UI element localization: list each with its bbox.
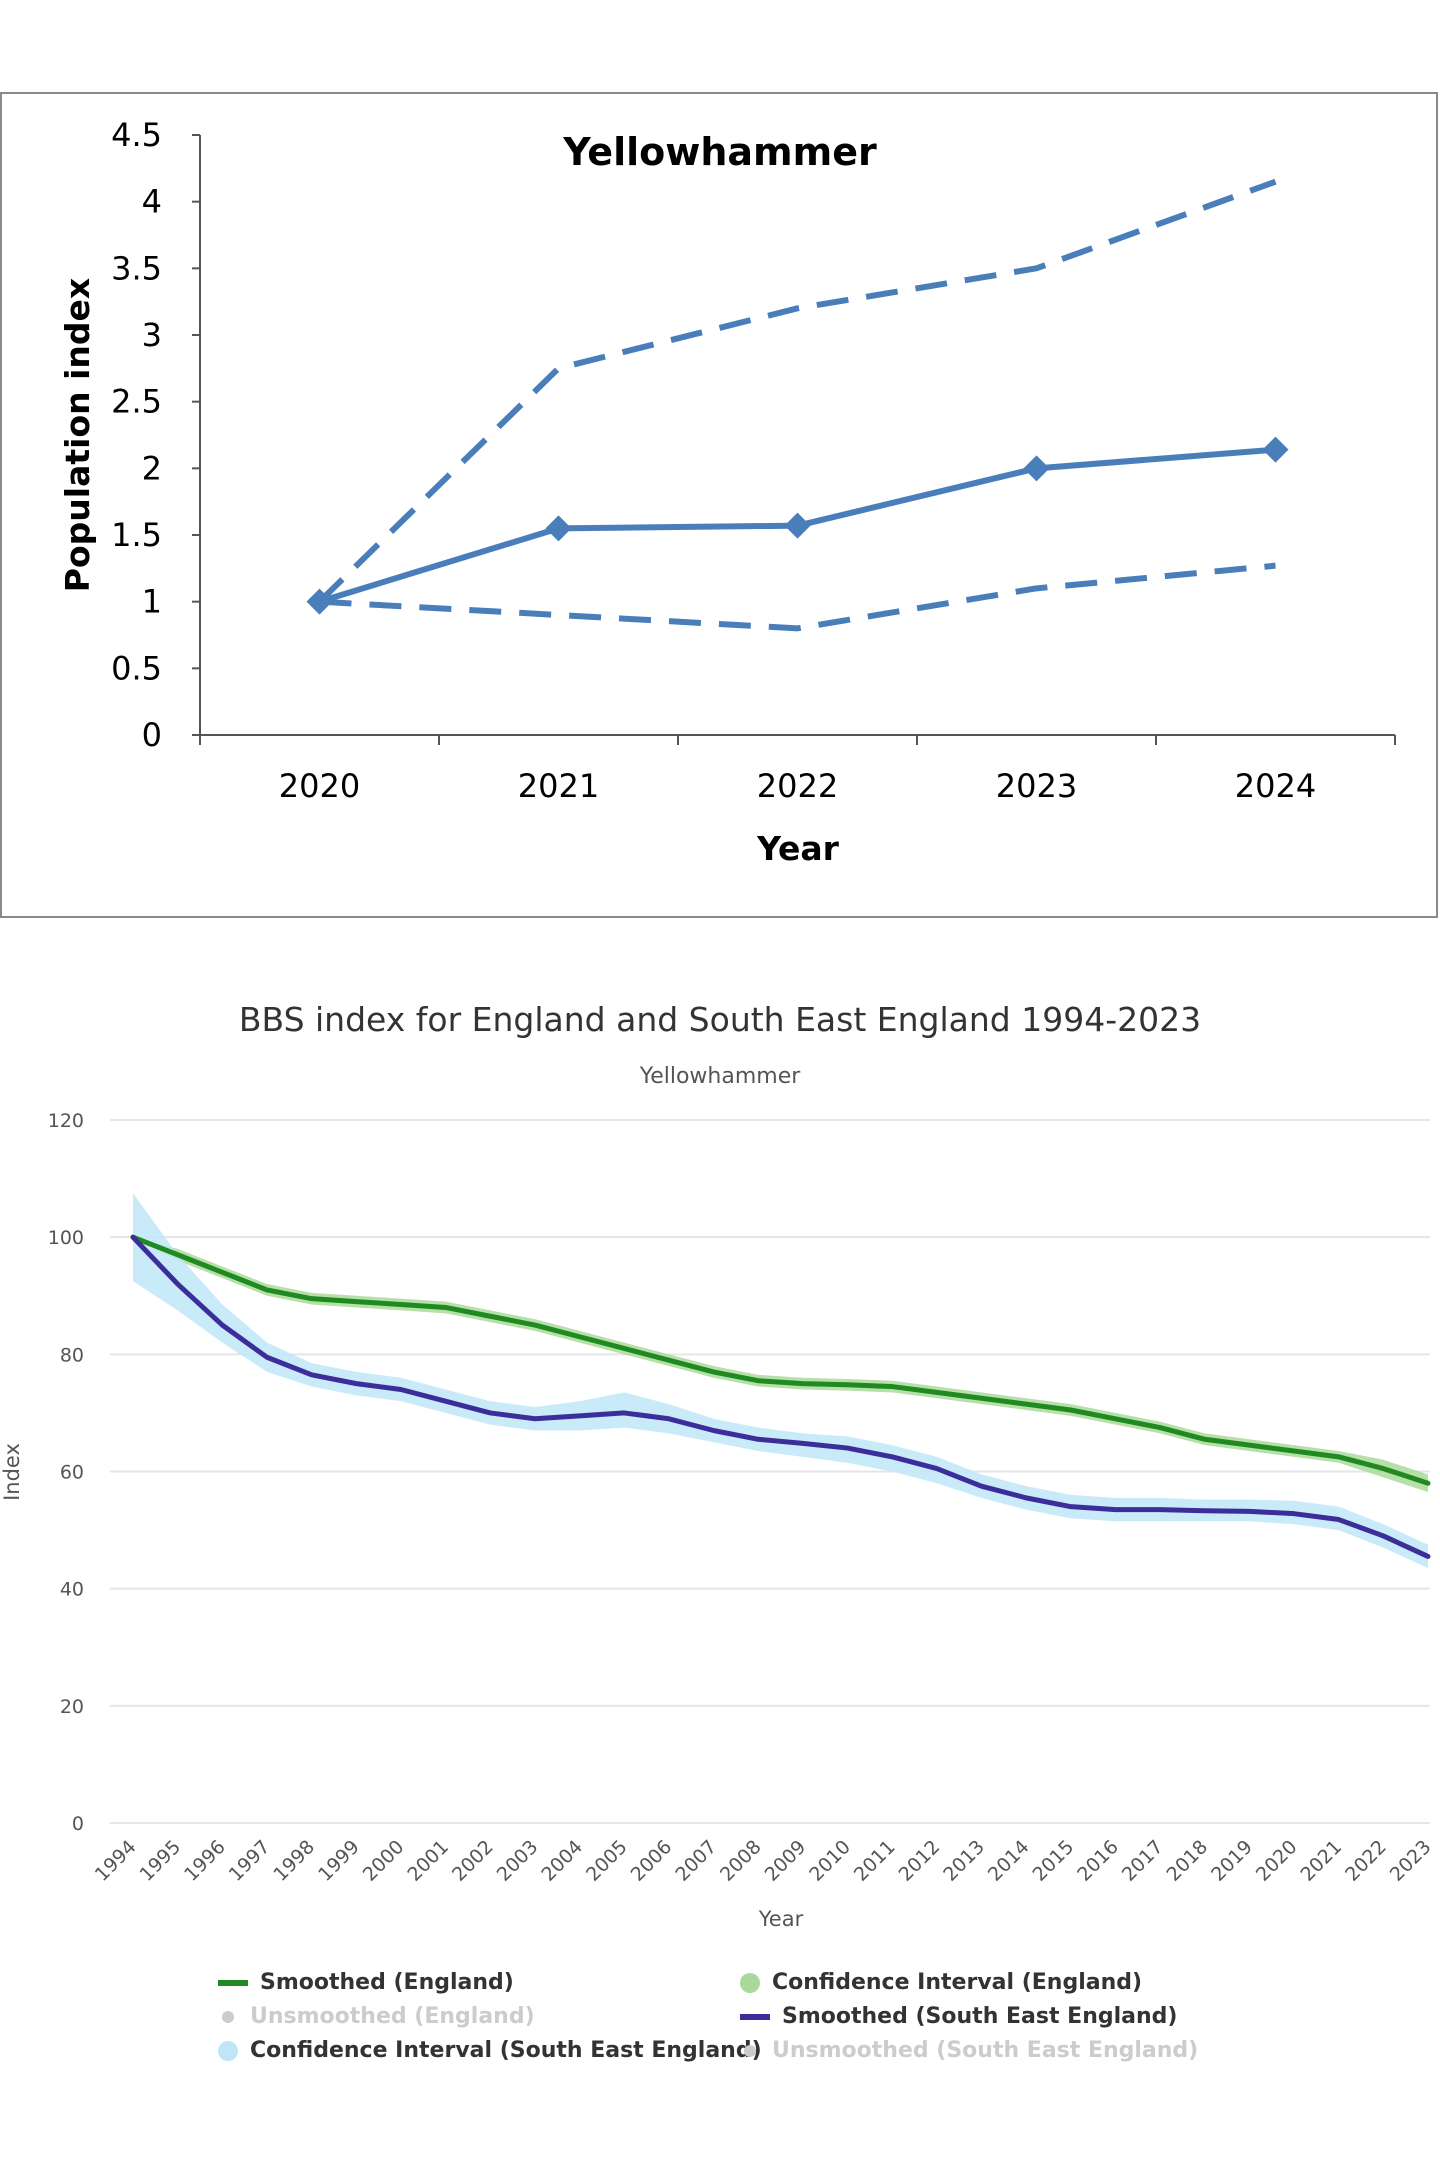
legend-dot-icon bbox=[218, 2040, 238, 2061]
ci-band-south-east-england bbox=[133, 1193, 1428, 1569]
x-tick-label: 2008 bbox=[716, 1836, 766, 1886]
x-tick-label: 1999 bbox=[314, 1836, 364, 1886]
chart1-frame bbox=[0, 92, 1438, 918]
legend-label: Confidence Interval (England) bbox=[772, 1970, 1143, 1995]
legend-item-ci-se[interactable]: Confidence Interval (South East England) bbox=[218, 2038, 762, 2063]
data-point-diamond bbox=[784, 512, 811, 539]
x-tick-label: 2022 bbox=[757, 767, 838, 805]
x-tick-label: 1996 bbox=[180, 1836, 230, 1886]
x-tick-label: 2021 bbox=[1296, 1836, 1346, 1886]
legend-item-unsmoothed-england[interactable]: Unsmoothed (England) bbox=[218, 2004, 535, 2029]
legend-label: Confidence Interval (South East England) bbox=[250, 2038, 762, 2063]
series-line-lower-confidence-limit bbox=[319, 562, 1276, 632]
y-axis-title: Index bbox=[0, 1443, 24, 1501]
x-tick-label: 2009 bbox=[761, 1836, 811, 1886]
y-tick-label: 20 bbox=[60, 1696, 84, 1718]
x-tick-label: 2000 bbox=[359, 1836, 409, 1886]
y-tick-label: 0 bbox=[72, 1813, 84, 1835]
legend-label: Unsmoothed (South East England) bbox=[772, 2038, 1199, 2063]
x-tick-label: 1998 bbox=[269, 1836, 319, 1886]
x-tick-label: 2003 bbox=[493, 1836, 543, 1886]
legend-line-icon bbox=[740, 2013, 770, 2020]
x-tick-label: 1995 bbox=[135, 1836, 185, 1886]
legend-item-smoothed-se[interactable]: Smoothed (South East England) bbox=[740, 2004, 1177, 2029]
y-tick-label: 120 bbox=[48, 1110, 84, 1132]
x-tick-label: 2005 bbox=[582, 1836, 632, 1886]
legend-item-ci-england[interactable]: Confidence Interval (England) bbox=[740, 1970, 1142, 1995]
x-axis-title: Year bbox=[758, 1907, 804, 1931]
x-tick-label: 2002 bbox=[448, 1836, 498, 1886]
x-tick-label: 2019 bbox=[1207, 1836, 1257, 1886]
x-tick-label: 2020 bbox=[279, 767, 360, 805]
x-tick-label: 2001 bbox=[403, 1836, 453, 1886]
series-line-smoothed-england bbox=[130, 1234, 1431, 1486]
y-tick-label: 3.5 bbox=[111, 249, 162, 287]
y-tick-label: 2.5 bbox=[111, 383, 162, 421]
series-line-upper-confidence-limit bbox=[317, 178, 1277, 604]
data-point-diamond bbox=[545, 515, 572, 542]
data-point-diamond bbox=[1023, 455, 1050, 482]
legend-dot-icon bbox=[222, 2010, 234, 2023]
x-tick-label: 2015 bbox=[1029, 1836, 1079, 1886]
x-tick-label: 2018 bbox=[1163, 1836, 1213, 1886]
legend-dot-icon bbox=[744, 2044, 756, 2057]
y-tick-label: 40 bbox=[60, 1579, 84, 1601]
x-tick-label: 2023 bbox=[996, 767, 1077, 805]
legend-dot-icon bbox=[740, 1972, 760, 1993]
y-tick-label: 1.5 bbox=[111, 516, 162, 554]
x-tick-label: 2011 bbox=[850, 1836, 900, 1886]
y-tick-label: 0 bbox=[142, 716, 162, 754]
legend-item-unsmoothed-se[interactable]: Unsmoothed (South East England) bbox=[740, 2038, 1198, 2063]
x-tick-label: 2014 bbox=[984, 1836, 1034, 1886]
x-tick-label: 2024 bbox=[1235, 767, 1316, 805]
y-tick-label: 4.5 bbox=[111, 116, 162, 154]
chart1-title: Yellowhammer bbox=[562, 130, 877, 174]
chart1-svg: 0 0.5 1 1.5 2 2.5 3 3.5 4 4.5 2020 2021 2022 2023 2024… bbox=[58, 116, 1396, 868]
legend-line-icon bbox=[218, 1979, 248, 1986]
x-tick-label: 2012 bbox=[895, 1836, 945, 1886]
x-tick-label: 2016 bbox=[1073, 1836, 1123, 1886]
legend-label: Smoothed (England) bbox=[260, 1970, 514, 1995]
x-tick-label: 2007 bbox=[671, 1836, 721, 1886]
chart2-title: BBS index for England and South East Eng… bbox=[239, 1000, 1201, 1039]
x-tick-label: 2022 bbox=[1341, 1836, 1391, 1886]
x-tick-label: 1994 bbox=[91, 1836, 141, 1886]
x-tick-label: 2023 bbox=[1386, 1836, 1436, 1886]
x-tick-label: 2021 bbox=[518, 767, 599, 805]
x-tick-label: 2004 bbox=[537, 1836, 587, 1886]
chart2-subtitle: Yellowhammer bbox=[639, 1064, 802, 1089]
x-tick-label: 2010 bbox=[805, 1836, 855, 1886]
y-tick-label: 0.5 bbox=[111, 649, 162, 687]
series-line-smoothed-south-east-england bbox=[130, 1234, 1431, 1559]
y-axis-title: Population index bbox=[58, 278, 97, 592]
y-tick-label: 100 bbox=[48, 1227, 84, 1249]
legend-label: Unsmoothed (England) bbox=[250, 2004, 535, 2029]
x-tick-label: 2013 bbox=[939, 1836, 989, 1886]
y-tick-label: 60 bbox=[60, 1462, 84, 1484]
y-tick-label: 1 bbox=[142, 583, 162, 621]
x-tick-label: 2006 bbox=[627, 1836, 677, 1886]
legend-item-smoothed-england[interactable]: Smoothed (England) bbox=[218, 1970, 514, 1995]
y-tick-label: 80 bbox=[60, 1344, 84, 1366]
x-tick-label: 2017 bbox=[1118, 1836, 1168, 1886]
y-tick-label: 2 bbox=[142, 449, 162, 487]
legend-label: Smoothed (South East England) bbox=[782, 2004, 1178, 2029]
x-axis-title: Year bbox=[756, 829, 840, 868]
y-tick-label: 4 bbox=[142, 183, 162, 221]
data-point-diamond bbox=[1262, 436, 1289, 463]
x-tick-label: 2020 bbox=[1252, 1836, 1302, 1886]
y-tick-label: 3 bbox=[142, 316, 162, 354]
x-tick-label: 1997 bbox=[225, 1836, 275, 1886]
